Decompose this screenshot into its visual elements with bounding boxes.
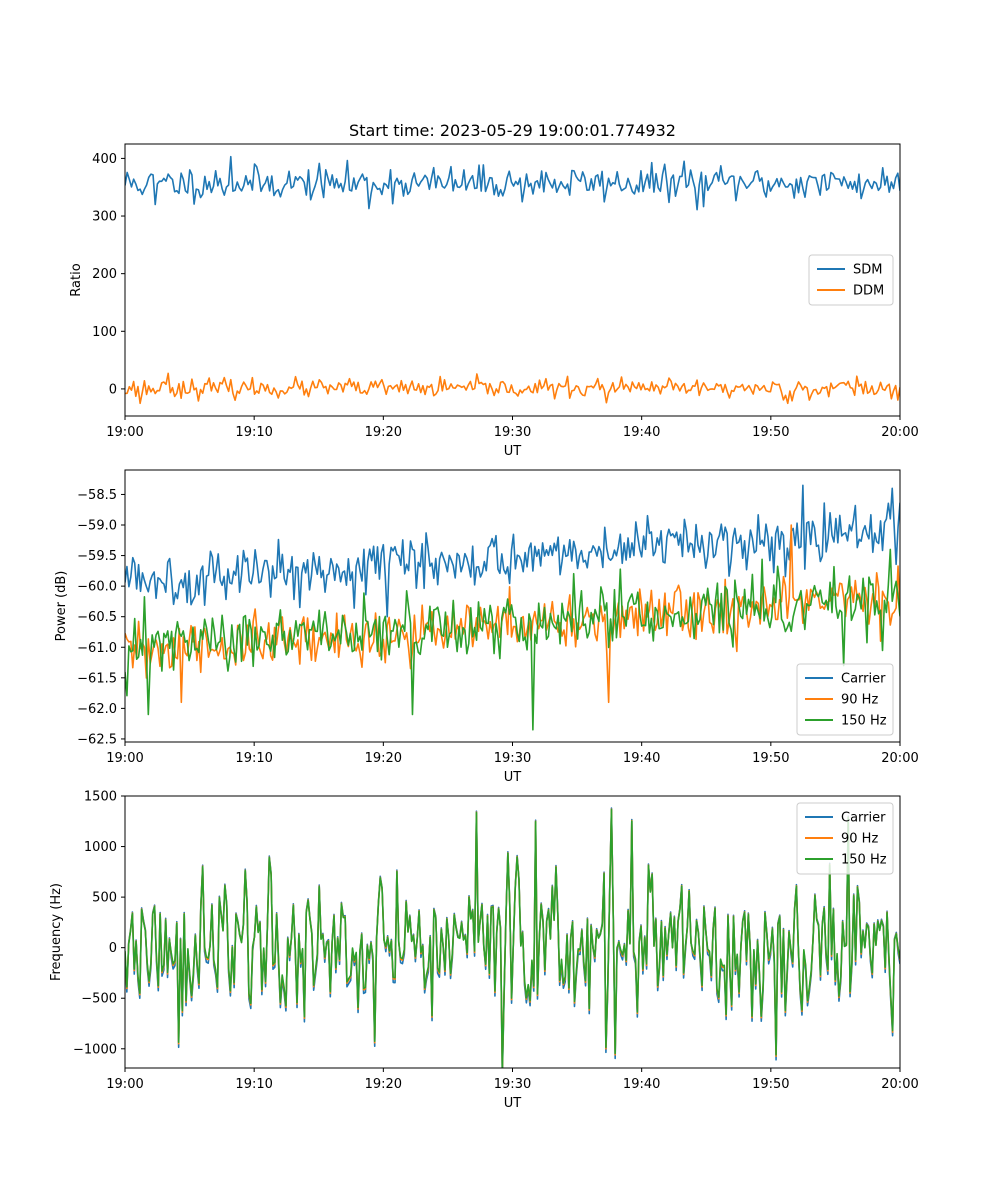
power-panel: 19:00 19:10 19:20 19:30 19:40 19:50 20:00 −62.5…: [54, 469, 919, 785]
y-tick-label: 1500: [84, 790, 117, 805]
series-lines: [125, 807, 900, 1068]
frequency-panel: 19:00 19:10 19:20 19:30 19:40 19:50 20:00 −1000…: [49, 790, 919, 1112]
x-tick-label: 19:40: [623, 425, 660, 440]
x-tick-label: 20:00: [881, 1077, 918, 1092]
legend: Carrier 90 Hz 150 Hz: [796, 802, 894, 875]
y-tick-label: −58.5: [77, 488, 117, 503]
x-axis-label: UT: [504, 770, 522, 785]
legend-box: [808, 254, 894, 306]
series-line-150-hz: [125, 808, 900, 1068]
y-tick-label: 200: [92, 267, 117, 282]
x-tick-label: 19:30: [494, 425, 531, 440]
legend-entry: Carrier: [841, 672, 886, 687]
y-tick-label: −1000: [73, 1042, 117, 1057]
panels: 19:00 19:10 19:20 19:30 19:40 19:50 20:00 0 100 2…: [49, 143, 919, 1112]
x-tick-label: 19:40: [623, 751, 660, 766]
x-tick-label: 19:50: [752, 425, 789, 440]
x-tick-label: 19:30: [494, 751, 531, 766]
legend-box: [796, 663, 894, 736]
y-axis-label: Power (dB): [54, 571, 69, 642]
y-axis-label: Frequency (Hz): [49, 883, 64, 981]
x-tick-label: 19:20: [365, 1077, 402, 1092]
legend: SDM DDM: [808, 254, 894, 306]
series-lines: [125, 155, 900, 405]
y-tick-label: −62.5: [77, 732, 117, 747]
series-lines: [125, 484, 900, 731]
y-tick-label: −62.0: [77, 702, 117, 717]
legend-entry: DDM: [853, 284, 884, 299]
legend-entry: 90 Hz: [841, 832, 878, 847]
y-tick-label: 300: [92, 210, 117, 225]
x-tick-label: 19:20: [365, 425, 402, 440]
x-tick-label: 19:30: [494, 1077, 531, 1092]
legend-entry: 150 Hz: [841, 853, 887, 868]
y-tick-label: −60.0: [77, 580, 117, 595]
series-line-ddm: [125, 372, 900, 405]
y-tick-label: −500: [81, 992, 117, 1007]
x-tick-label: 19:00: [106, 751, 143, 766]
series-line-sdm: [125, 155, 900, 211]
y-tick-label: −59.0: [77, 519, 117, 534]
y-tick-label: −60.5: [77, 610, 117, 625]
x-tick-label: 20:00: [881, 425, 918, 440]
series-line-150-hz: [125, 548, 900, 731]
x-tick-label: 19:10: [235, 425, 272, 440]
x-tick-label: 19:10: [235, 751, 272, 766]
legend-box: [796, 802, 894, 875]
legend-entry: 90 Hz: [841, 693, 878, 708]
x-axis-label: UT: [504, 1096, 522, 1111]
x-axis-label: UT: [504, 444, 522, 459]
y-tick-label: 500: [92, 891, 117, 906]
x-tick-label: 19:00: [106, 425, 143, 440]
figure-title: Start time: 2023-05-29 19:00:01.774932: [349, 121, 676, 140]
y-tick-label: 0: [109, 382, 117, 397]
series-line-carrier: [125, 484, 900, 618]
x-tick-label: 19:20: [365, 751, 402, 766]
legend-entry: 150 Hz: [841, 714, 887, 729]
x-tick-label: 19:50: [752, 751, 789, 766]
x-tick-label: 19:00: [106, 1077, 143, 1092]
legend-entry: Carrier: [841, 811, 886, 826]
y-tick-label: 0: [109, 941, 117, 956]
legend: Carrier 90 Hz 150 Hz: [796, 663, 894, 736]
legend-entry: SDM: [853, 263, 882, 278]
y-tick-label: 400: [92, 152, 117, 167]
ratio-panel: 19:00 19:10 19:20 19:30 19:40 19:50 20:00 0 100 2…: [69, 143, 919, 459]
x-tick-label: 20:00: [881, 751, 918, 766]
y-tick-label: −61.0: [77, 641, 117, 656]
x-tick-label: 19:40: [623, 1077, 660, 1092]
series-line-90-hz: [125, 524, 900, 704]
y-tick-label: 100: [92, 325, 117, 340]
y-axis-label: Ratio: [69, 263, 84, 296]
y-tick-label: −59.5: [77, 549, 117, 564]
y-tick-label: −61.5: [77, 671, 117, 686]
x-tick-label: 19:10: [235, 1077, 272, 1092]
y-tick-label: 1000: [84, 840, 117, 855]
x-tick-label: 19:50: [752, 1077, 789, 1092]
